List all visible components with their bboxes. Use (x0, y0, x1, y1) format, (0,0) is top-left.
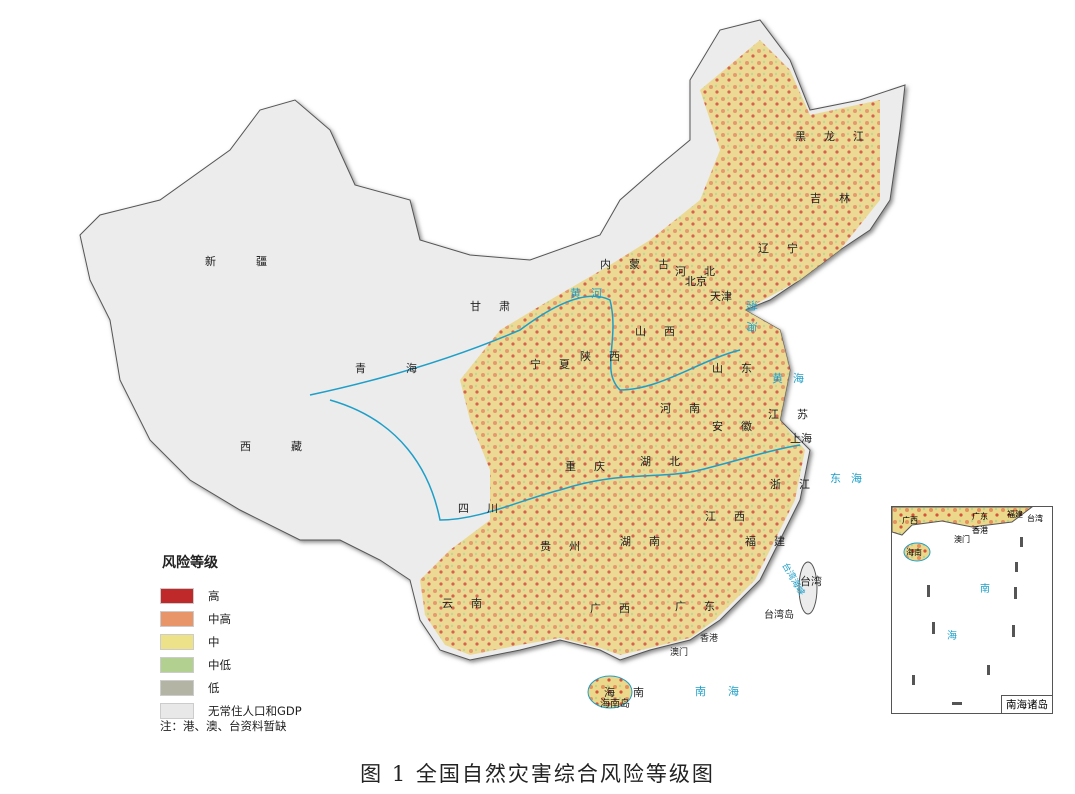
inset-label-guangdong: 广东 (972, 511, 988, 521)
figure-caption: 图 1 全国自然灾害综合风险等级图 (360, 762, 715, 786)
yellow-river (309, 295, 741, 396)
inset-label-fujian: 福建 (1007, 509, 1023, 519)
macau-label: 澳门 (670, 646, 688, 658)
yellow-river-label: 黄河 (570, 286, 612, 300)
inset-label-hainan: 海南 (906, 547, 922, 557)
legend: 风险等级 高中高中中低低无常住人口和GDP 注：港、澳、台资料暂缺 (160, 552, 302, 734)
province-label: 黑龙江 (795, 130, 882, 143)
inset-label-guangxi: 广西 (902, 515, 918, 525)
province-label: 重庆 (565, 459, 623, 473)
province-label: 福建 (745, 534, 803, 548)
legend-swatch (160, 656, 194, 673)
province-label: 河北 (675, 265, 733, 278)
south-china-sea-inset: 广西 广东 福建 台湾 香港 澳门 海南 南 海 南海诸岛 (891, 506, 1053, 714)
inset-label-taiwan: 台湾 (1027, 513, 1043, 523)
legend-swatch (160, 679, 194, 696)
province-label: 江苏 (768, 408, 826, 421)
province-label: 海南 (604, 685, 662, 699)
inset-map: 广西 广东 福建 台湾 香港 澳门 海南 南 海 (892, 507, 1043, 705)
province-label: 台湾 (800, 574, 822, 588)
province-label: 四川 (458, 502, 516, 515)
province-label: 山东 (712, 362, 770, 375)
province-label: 湖北 (640, 455, 698, 468)
east-sea-label: 东海 (830, 471, 872, 485)
legend-label: 高 (208, 588, 220, 603)
legend-item: 高 (160, 584, 302, 607)
province-label: 安徽 (712, 419, 770, 433)
high-risk-region (420, 40, 880, 655)
province-label: 山西 (635, 325, 693, 338)
province-label: 江西 (705, 510, 763, 523)
inset-label-sea: 海 (947, 629, 957, 642)
province-label: 广东 (675, 600, 733, 613)
legend-label: 中低 (208, 657, 231, 672)
legend-item: 中低 (160, 653, 302, 676)
legend-swatch (160, 610, 194, 627)
south-sea-label: 南海 (695, 684, 761, 698)
taiwan-island (798, 561, 818, 615)
inset-label-hongkong: 香港 (972, 525, 988, 535)
province-label: 北京 (685, 274, 707, 288)
province-label: 青海 (355, 361, 457, 375)
province-label: 甘肃 (470, 300, 528, 313)
legend-title: 风险等级 (162, 555, 218, 571)
province-label: 湖南 (620, 535, 678, 548)
bohai-label: 渤海 (745, 300, 759, 342)
province-label: 河南 (660, 402, 718, 415)
hainan-island-label: 海南岛 (600, 697, 630, 710)
province-label: 浙江 (770, 478, 828, 491)
province-label: 云南 (442, 597, 500, 610)
hongkong-label: 香港 (700, 632, 718, 644)
legend-label: 低 (208, 680, 220, 695)
legend-swatch (160, 587, 194, 604)
province-label: 天津 (710, 290, 732, 303)
taiwan-island-label: 台湾岛 (764, 608, 794, 621)
province-label: 吉林 (810, 191, 868, 205)
province-label: 贵州 (540, 540, 598, 553)
province-label: 辽宁 (758, 241, 816, 255)
legend-note: 注：港、澳、台资料暂缺 (160, 719, 287, 733)
legend-label: 中高 (208, 611, 231, 626)
legend-item: 中高 (160, 607, 302, 630)
hainan-island (587, 675, 633, 709)
province-label: 宁夏 (530, 357, 588, 371)
province-label: 内蒙古 (600, 257, 687, 271)
inset-title: 南海诸岛 (1001, 695, 1052, 713)
legend-label: 中 (208, 634, 220, 649)
inset-label-macau: 澳门 (954, 534, 970, 544)
legend-item: 低 (160, 676, 302, 699)
province-label: 西藏 (240, 440, 342, 453)
legend-item: 无常住人口和GDP (160, 699, 302, 722)
legend-swatch (160, 702, 194, 719)
yangtze-river (329, 399, 801, 521)
province-label: 新疆 (205, 254, 307, 268)
province-label: 上海 (790, 431, 812, 445)
province-label: 广西 (590, 602, 648, 615)
yellow-sea-label: 黄海 (772, 371, 814, 385)
legend-swatch (160, 633, 194, 650)
province-label: 陕西 (580, 349, 638, 363)
legend-label: 无常住人口和GDP (208, 703, 302, 718)
legend-item: 中 (160, 630, 302, 653)
inset-label-south: 南 (980, 582, 990, 595)
